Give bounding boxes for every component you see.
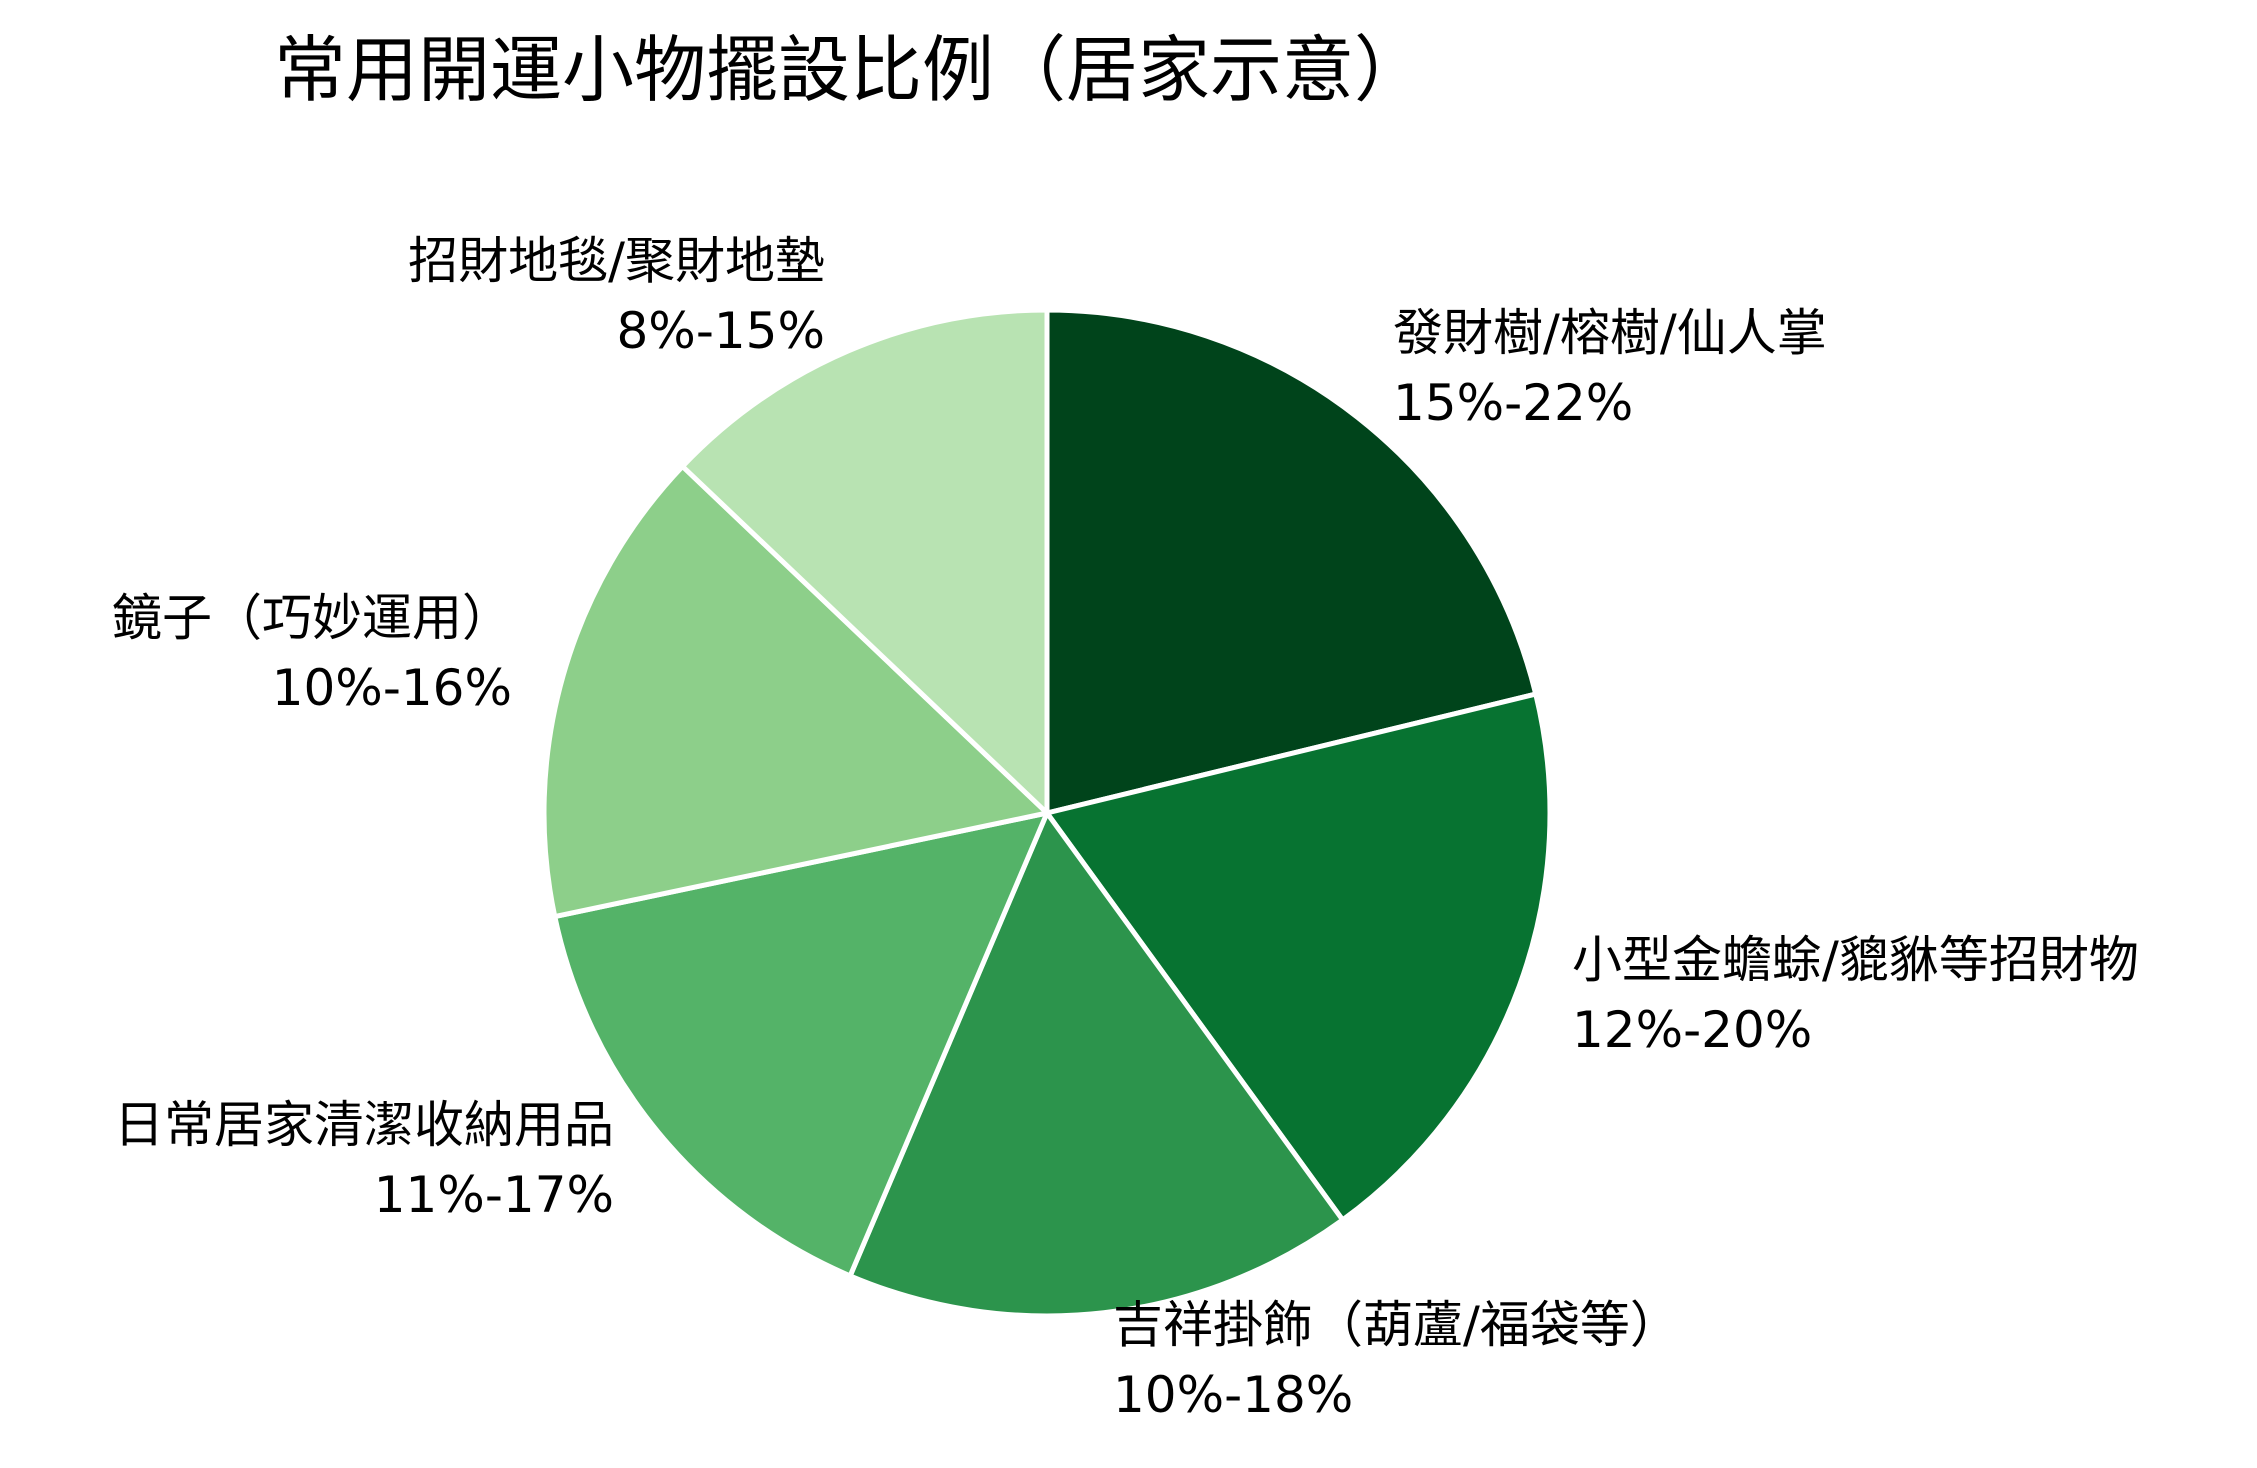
slice-range: 10%-16% (271, 659, 512, 717)
label-lucky-charm: 吉祥掛飾（葫蘆/福袋等） 10%-18% (1113, 1290, 1680, 1430)
slice-label: 發財樹/榕樹/仙人掌 (1393, 304, 1827, 362)
slice-range: 10%-18% (1113, 1366, 1354, 1424)
slice-label: 招財地毯/聚財地墊 (408, 232, 825, 290)
slice-range: 15%-22% (1393, 374, 1634, 432)
chart-title: 常用開運小物擺設比例（居家示意） (273, 28, 1426, 112)
slice-range: 12%-20% (1572, 1001, 1813, 1059)
label-doormat: 招財地毯/聚財地墊 8%-15% (408, 226, 825, 366)
pie-slice (552, 810, 1050, 1279)
pie-slice (679, 307, 1050, 816)
label-money-tree: 發財樹/榕樹/仙人掌 15%-22% (1393, 298, 1827, 438)
label-mirror: 鏡子（巧妙運用） 10%-16% (112, 583, 512, 723)
pie-slice (1044, 691, 1553, 1223)
slice-range: 8%-15% (616, 302, 826, 360)
pie-slice (541, 463, 1050, 920)
slice-label: 吉祥掛飾（葫蘆/福袋等） (1113, 1296, 1680, 1354)
slice-range: 11%-17% (373, 1166, 614, 1224)
label-cleaning-storage: 日常居家清潔收納用品 11%-17% (114, 1090, 614, 1230)
slice-label: 小型金蟾蜍/貔貅等招財物 (1572, 931, 2139, 989)
slice-label: 鏡子（巧妙運用） (112, 589, 512, 647)
pie-slice (847, 810, 1346, 1319)
label-golden-toad: 小型金蟾蜍/貔貅等招財物 12%-20% (1572, 925, 2139, 1065)
slice-label: 日常居家清潔收納用品 (114, 1096, 614, 1154)
pie-slice (1044, 307, 1539, 816)
